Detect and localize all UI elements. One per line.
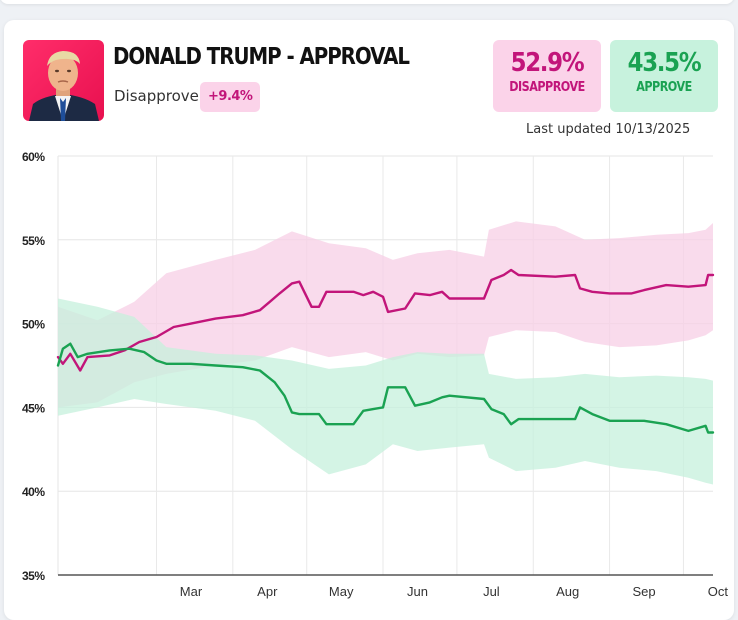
approve-label: APPROVE: [636, 80, 692, 95]
net-margin-badge: +9.4%: [200, 82, 261, 112]
y-tick-label: 55%: [22, 234, 45, 248]
net-label: Disapprove: [114, 87, 199, 105]
disapprove-line: [56, 268, 715, 372]
y-tick-label: 60%: [22, 150, 45, 164]
y-tick-label: 40%: [22, 485, 45, 499]
last-updated: Last updated 10/13/2025: [526, 122, 691, 137]
page-title: DONALD TRUMP - APPROVAL: [113, 44, 410, 70]
previous-card-edge: [0, 0, 734, 4]
approve-line: [56, 342, 715, 434]
x-tick-label: May: [329, 584, 354, 599]
disapprove-value: 52.9%: [510, 48, 585, 78]
y-tick-label: 45%: [22, 401, 45, 415]
approve-value: 43.5%: [627, 48, 702, 78]
y-tick-label: 50%: [22, 318, 45, 332]
approve-band: [58, 298, 713, 485]
x-tick-label: Jun: [407, 584, 428, 599]
disapprove-stat-box: 52.9% DISAPPROVE: [493, 40, 601, 112]
y-tick-label: 35%: [22, 569, 45, 583]
x-tick-label: Oct: [708, 584, 729, 599]
x-tick-label: Mar: [180, 584, 203, 599]
x-tick-label: Apr: [257, 584, 278, 599]
x-tick-label: Sep: [632, 584, 655, 599]
approve-stat-box: 43.5% APPROVE: [610, 40, 718, 112]
portrait-icon: [23, 40, 104, 121]
x-tick-label: Jul: [483, 584, 500, 599]
portrait-photo: [23, 40, 104, 121]
x-tick-label: Aug: [556, 584, 579, 599]
disapprove-label: DISAPPROVE: [509, 80, 585, 95]
